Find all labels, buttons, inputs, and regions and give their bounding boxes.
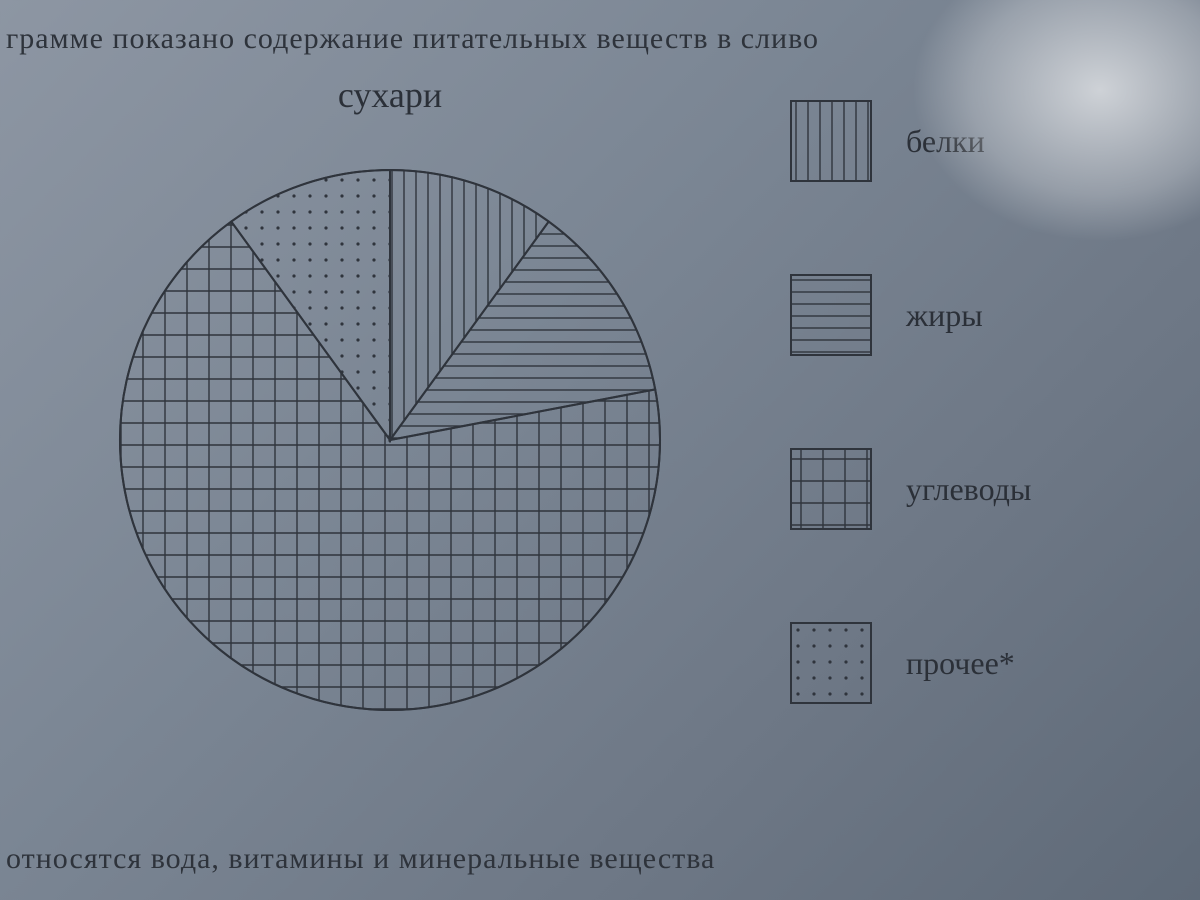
legend-swatch (790, 100, 872, 182)
legend-swatch (790, 448, 872, 530)
legend-swatch (790, 622, 872, 704)
pie-chart-container: сухари (110, 60, 810, 820)
legend: белки жиры углеводы прочее* (790, 100, 1130, 704)
legend-label: прочее* (906, 645, 1015, 682)
context-text-bottom: относятся вода, витамины и минеральные в… (0, 842, 1200, 876)
chart-title: сухари (110, 74, 670, 116)
context-text-top: грамме показано содержание питательных в… (0, 22, 1200, 56)
pie-chart (110, 60, 810, 820)
legend-label: жиры (906, 297, 983, 334)
legend-item: белки (790, 100, 1130, 182)
legend-swatch (790, 274, 872, 356)
legend-label: углеводы (906, 471, 1031, 508)
legend-item: прочее* (790, 622, 1130, 704)
legend-item: углеводы (790, 448, 1130, 530)
page: грамме показано содержание питательных в… (0, 0, 1200, 900)
legend-item: жиры (790, 274, 1130, 356)
legend-label: белки (906, 123, 985, 160)
